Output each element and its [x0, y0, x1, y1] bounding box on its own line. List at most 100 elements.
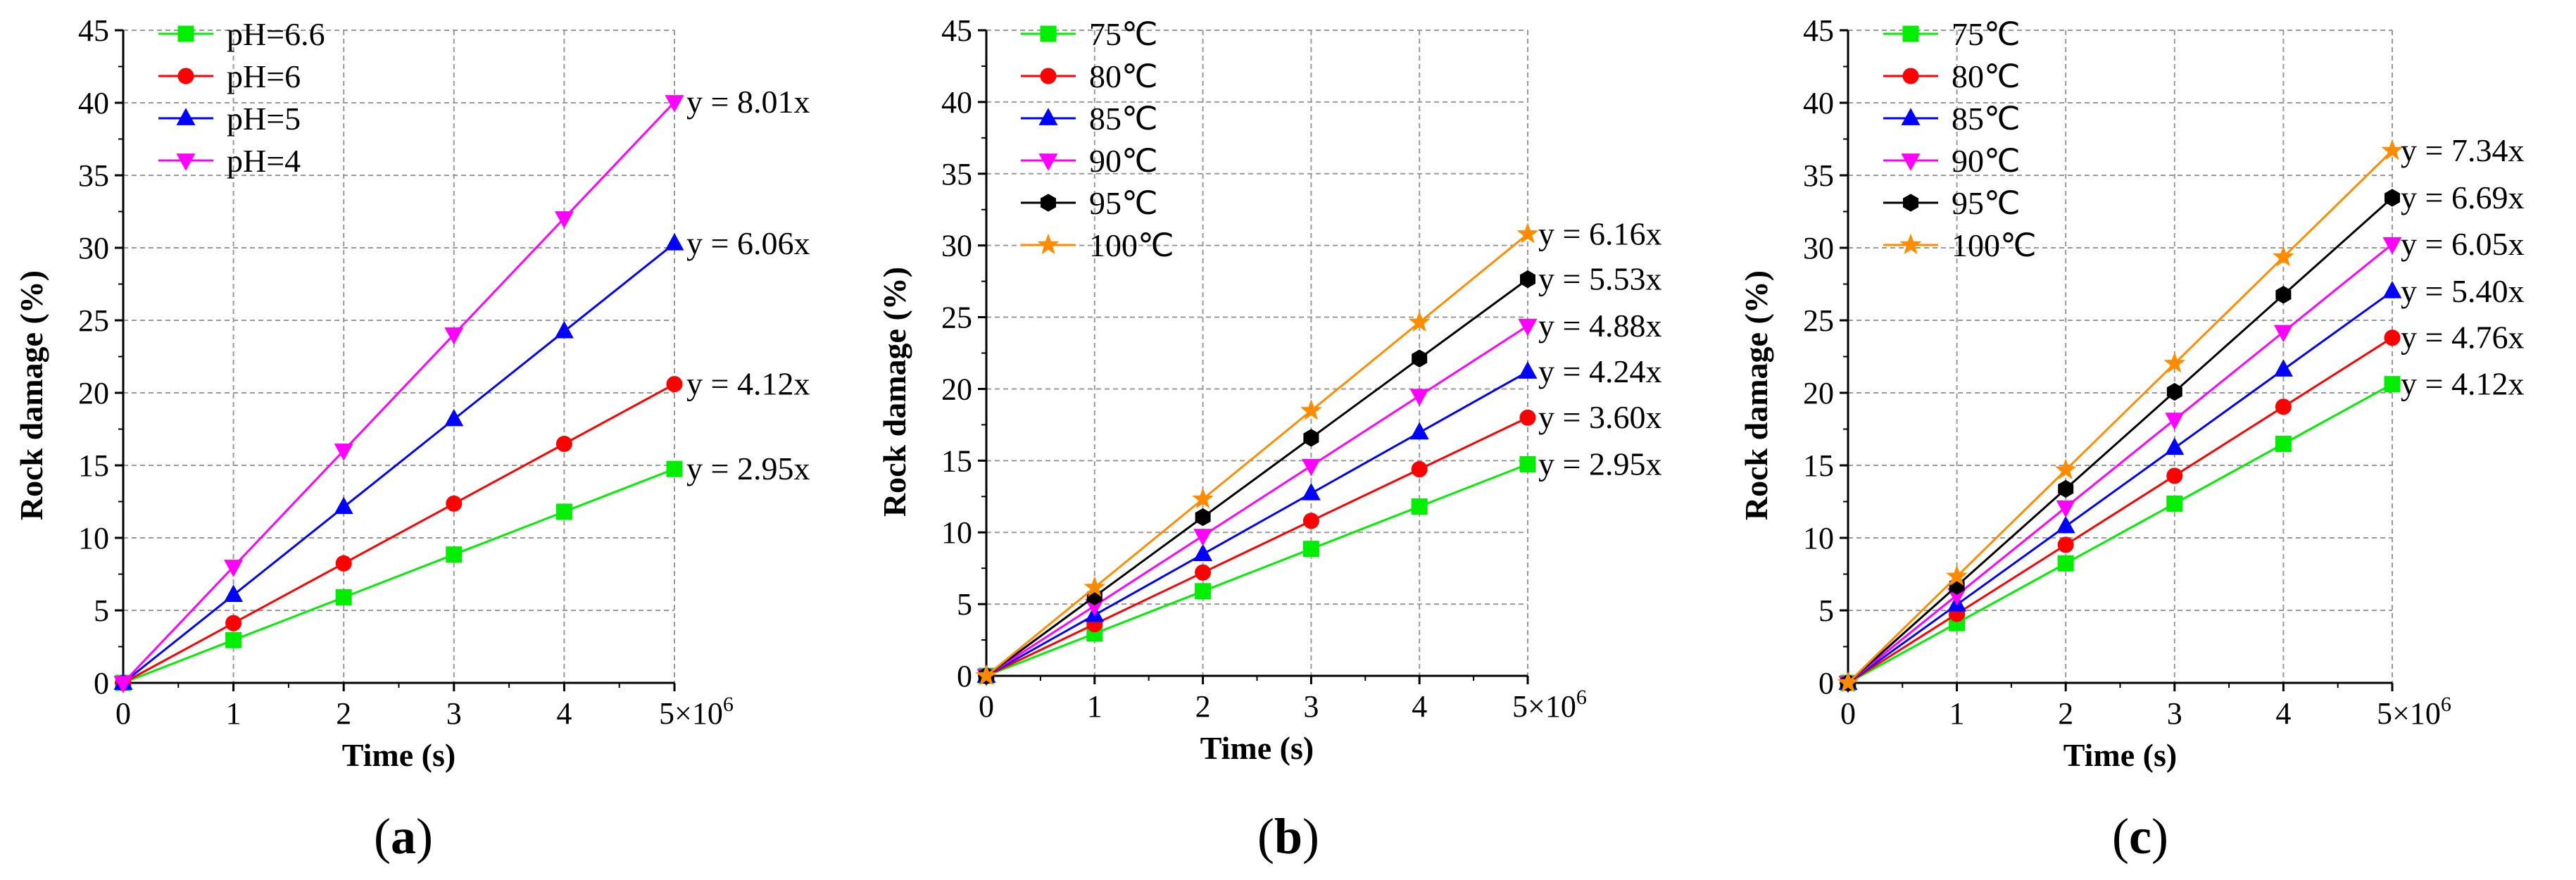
x-tick-label: 3	[1303, 689, 1319, 724]
series-4	[976, 318, 1538, 686]
data-point	[1301, 458, 1321, 477]
series-2	[115, 376, 683, 691]
series-line	[1847, 383, 2393, 684]
data-point	[2382, 281, 2402, 298]
grid	[986, 30, 1528, 676]
x-tick-label: 4	[2275, 696, 2291, 731]
x-tick-label: 2	[2058, 696, 2073, 731]
data-point	[225, 615, 242, 631]
legend-marker	[1041, 194, 1056, 212]
y-tick-label: 0	[957, 659, 972, 693]
data-point	[975, 664, 998, 686]
legend-marker	[1038, 108, 1058, 125]
data-point	[665, 95, 684, 113]
data-point	[2273, 325, 2293, 343]
series-6	[1837, 139, 2404, 693]
fit-equation-label: y = 6.69x	[2401, 180, 2524, 215]
data-point	[1946, 565, 1968, 586]
legend-marker	[176, 108, 196, 125]
data-point	[1192, 487, 1214, 509]
y-tick-label: 25	[941, 301, 972, 335]
data-point	[1519, 409, 1536, 426]
data-point	[2058, 479, 2074, 498]
y-tick-label: 20	[941, 372, 972, 406]
y-tick-label: 20	[78, 376, 109, 410]
data-point	[555, 503, 572, 520]
data-point	[554, 211, 574, 229]
grid	[123, 30, 675, 683]
data-point	[2165, 437, 2185, 455]
series-line	[1847, 243, 2393, 684]
data-point	[224, 560, 244, 577]
legend-marker	[177, 25, 194, 42]
x-tick-label: 1	[1949, 696, 1965, 731]
series-line	[986, 463, 1528, 677]
data-point	[2163, 352, 2186, 373]
x-tick-label: 2	[1195, 689, 1211, 724]
x-multiplier-label: 5×106	[1512, 686, 1587, 724]
data-point	[1520, 270, 1535, 289]
fit-equation-label: y = 2.95x	[1538, 446, 1661, 482]
data-point	[1193, 529, 1213, 546]
series-4	[113, 95, 684, 693]
data-point	[1519, 455, 1536, 472]
series-line	[122, 242, 675, 684]
data-point	[2272, 245, 2294, 267]
series-line	[122, 383, 675, 684]
series-5	[1840, 189, 2400, 692]
fit-equation-label: y = 8.01x	[686, 84, 810, 120]
legend-entry: pH=4	[227, 143, 301, 179]
legend-marker	[177, 68, 194, 84]
data-point	[2057, 555, 2074, 572]
legend-marker	[1040, 68, 1057, 84]
series-6	[975, 222, 1539, 686]
y-tick-label: 25	[78, 303, 109, 338]
y-axis-title: Rock damage (%)	[1738, 270, 1774, 520]
data-point	[444, 408, 464, 427]
data-point	[2384, 376, 2401, 393]
panel-label: (c)	[2112, 808, 2168, 865]
data-point	[2166, 382, 2182, 401]
series-line	[986, 416, 1528, 677]
fit-equation-label: y = 4.12x	[2401, 366, 2524, 402]
series-5	[979, 270, 1535, 685]
legend-marker	[1037, 233, 1060, 255]
data-point	[666, 460, 683, 477]
legend-marker	[1903, 194, 1918, 212]
legend-entry: 85℃	[1952, 101, 2021, 137]
y-tick-label: 40	[941, 85, 972, 120]
data-point	[2057, 536, 2074, 553]
y-tick-label: 30	[941, 229, 972, 263]
data-point	[2056, 500, 2075, 518]
y-tick-label: 10	[941, 515, 972, 550]
legend-entry: 80℃	[1952, 58, 2021, 94]
legend-entry: pH=6.6	[227, 16, 325, 52]
legend-marker	[1038, 153, 1058, 171]
y-tick-label: 0	[1818, 666, 1834, 700]
series-line	[986, 278, 1528, 677]
y-tick-label: 15	[941, 444, 972, 478]
data-point	[2165, 413, 2185, 430]
fit-equation-label: y = 6.16x	[1538, 215, 1661, 251]
fit-equation-label: y = 4.76x	[2401, 320, 2524, 356]
x-tick-label: 0	[979, 689, 994, 724]
series-line	[122, 101, 676, 684]
data-point	[2275, 398, 2292, 415]
legend-entry: 95℃	[1952, 185, 2021, 221]
legend-entry: 95℃	[1089, 185, 1158, 221]
x-tick-label: 1	[1087, 689, 1102, 724]
y-tick-label: 45	[1803, 13, 1834, 48]
fit-equation-label: y = 3.60x	[1538, 399, 1661, 435]
x-axis-title: Time (s)	[2063, 737, 2177, 773]
x-tick-label: 4	[1412, 689, 1427, 724]
series-3	[976, 361, 1538, 683]
panel-label: (a)	[374, 808, 433, 865]
data-point	[1409, 389, 1429, 407]
y-tick-label: 45	[941, 13, 972, 48]
fit-equation-label: y = 6.06x	[686, 225, 810, 261]
data-point	[1518, 361, 1538, 379]
data-point	[224, 584, 244, 603]
data-point	[2166, 467, 2183, 484]
y-tick-label: 5	[94, 593, 109, 628]
